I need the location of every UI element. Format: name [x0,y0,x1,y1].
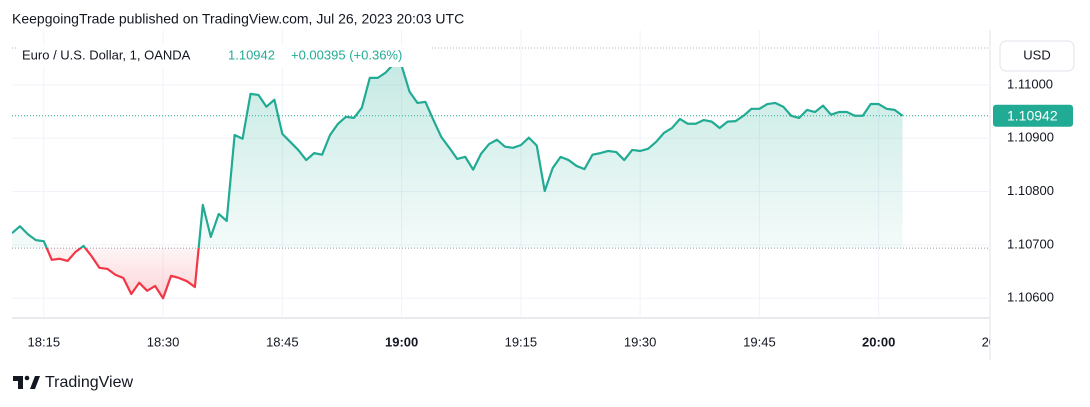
x-tick-label: 19:00 [385,334,418,349]
logo-mark [30,376,40,389]
price-line [12,62,904,300]
x-tick-label: 18:15 [28,334,61,349]
currency-button[interactable] [999,40,1075,72]
last-price-badge [993,104,1073,127]
legend-bg [18,45,430,67]
x-tick-label: 20:15 [982,334,1015,349]
x-tick-label: 19:30 [624,334,657,349]
y-tick-label: 1.11000 [1007,76,1053,91]
legend-change: +0.00395 (+0.36%) [291,47,402,62]
logo-mark [13,376,23,389]
plot-area [12,30,990,318]
legend-symbol: Euro / U.S. Dollar, 1, OANDA [22,47,191,62]
x-tick-label: 20:00 [862,334,895,349]
publish-header: KeepgoingTrade published on TradingView.… [12,11,464,27]
y-tick-label: 1.10800 [1007,183,1054,198]
baseline-area [12,64,903,299]
x-tick-label: 19:15 [505,334,538,349]
brand-name: TradingView [45,374,133,391]
legend-price: 1.10942 [228,47,275,62]
logo-dot [24,375,30,381]
currency-label[interactable]: USD [1023,47,1050,62]
brand-logo: TradingView [13,374,133,391]
x-axis-labels: 18:15 18:30 18:45 19:00 19:15 19:30 19:45 20:00… [28,334,1015,349]
y-tick-label: 1.10600 [1007,290,1054,305]
x-tick-label: 18:45 [266,334,299,349]
legend: Euro / U.S. Dollar, 1, OANDA 1.10942 +0.… [18,45,430,67]
x-tick-label: 18:30 [147,334,180,349]
y-tick-label: 1.10700 [1007,236,1054,251]
last-price-label: 1.10942 [1007,107,1058,123]
y-tick-label: 1.10900 [1007,130,1054,145]
x-tick-label: 19:45 [743,334,776,349]
